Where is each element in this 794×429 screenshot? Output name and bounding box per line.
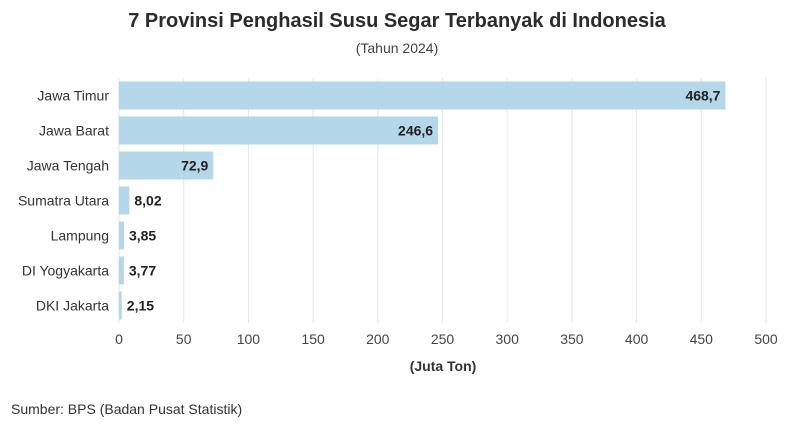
x-axis-title: (Juta Ton): [410, 358, 477, 374]
category-label: DI Yogyakarta: [22, 263, 109, 279]
data-label: 468,7: [685, 88, 720, 104]
category-labels: Jawa Timur Jawa Barat Jawa Tengah Sumatra U…: [18, 88, 109, 314]
data-label: 246,6: [398, 123, 433, 139]
x-tick-label: 250: [431, 331, 455, 347]
x-tick-label: 450: [690, 331, 714, 347]
x-tick-label: 500: [754, 331, 778, 347]
chart-subtitle: (Tahun 2024): [355, 40, 439, 56]
bar: [119, 151, 214, 180]
category-label: DKI Jakarta: [36, 298, 109, 314]
x-tick-label: 350: [560, 331, 584, 347]
x-tick-label: 400: [625, 331, 649, 347]
data-label: 8,02: [134, 193, 161, 209]
chart-title: 7 Provinsi Penghasil Susu Segar Terbanya…: [128, 10, 666, 32]
category-label: Jawa Timur: [37, 88, 109, 104]
x-tick-label: 100: [237, 331, 261, 347]
bar: [119, 221, 124, 250]
category-label: Sumatra Utara: [18, 193, 109, 209]
bar: [119, 81, 726, 110]
data-label: 72,9: [181, 158, 208, 174]
x-tick-label: 150: [301, 331, 325, 347]
data-label: 3,77: [129, 263, 156, 279]
data-label: 2,15: [127, 298, 154, 314]
x-tick-label: 300: [496, 331, 520, 347]
x-tick-label: 0: [115, 331, 123, 347]
data-label: 3,85: [129, 228, 156, 244]
source-note: Sumber: BPS (Badan Pusat Statistik): [11, 401, 243, 417]
x-axis-ticks: 0 50 100 150 200 250 300 350 400 450 500: [115, 331, 778, 347]
bar: [119, 186, 130, 215]
category-label: Jawa Barat: [39, 123, 109, 139]
gridlines: [118, 78, 767, 323]
category-label: Jawa Tengah: [27, 158, 109, 174]
bar: [119, 291, 122, 320]
bar: [119, 116, 439, 145]
x-tick-label: 50: [176, 331, 192, 347]
category-label: Lampung: [51, 228, 109, 244]
x-tick-label: 200: [366, 331, 390, 347]
bar: [119, 256, 124, 285]
value-labels: 468,7 246,6 72,9 8,02 3,85 3,77 2,15: [127, 88, 721, 314]
bars: [119, 81, 726, 320]
